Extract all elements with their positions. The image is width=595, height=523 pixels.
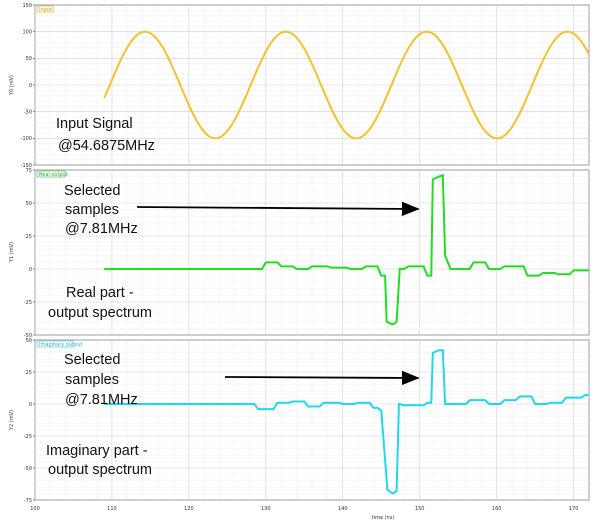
x-tick-label: 130 [261,506,271,512]
y-tick-label: 100 [22,29,32,35]
legend-tag-real [36,170,66,178]
y-tick-label: 0 [29,267,32,273]
real-annotation-part: Real part - [66,285,134,301]
imaginary-annotation-spectrum: output spectrum [48,462,152,478]
grid-real [34,169,590,336]
real-output-trace [104,173,589,326]
y-axis-label-real: Y1 (mV) [9,242,15,263]
y-ticks-real: 75 50 25 0 -25 -50 [24,168,35,339]
y-tick-label: -100 [21,136,32,142]
input-signal-panel: 150 100 50 0 -50 -100 -150 Y0 (mV) Input Input… [9,3,590,169]
y-axis-label-imaginary: Y2 (mV) [9,410,15,431]
y-axis-label-input: Y0 (mV) [9,75,15,96]
y-tick-label: 150 [22,3,32,9]
imaginary-annotation-samples: samples [65,372,119,388]
legend-tag-imaginary [36,340,74,348]
y-tick-label: -25 [24,434,32,440]
y-tick-label: 50 [26,201,32,207]
y-tick-label: 50 [26,338,32,344]
legend-tag-imaginary-text: Imaginary output [39,342,82,348]
imaginary-annotation-part: Imaginary part - [46,443,148,459]
x-tick-label: 160 [492,506,502,512]
real-annotation-selected: Selected [64,183,120,199]
legend-tag-input-text: Input [39,7,52,13]
y-tick-label: -50 [24,466,32,472]
legend-tag-real-text: Real output [39,172,68,178]
x-tick-label: 170 [569,506,579,512]
input-signal-trace [103,30,590,140]
y-tick-label: 50 [26,56,32,62]
y-tick-label: -150 [21,163,32,169]
y-ticks-imaginary: 50 25 0 -25 -50 -75 [24,338,35,504]
real-annotation-frequency: @7.81MHz [65,221,138,237]
y-tick-label: 0 [29,402,32,408]
x-tick-label: 110 [107,506,117,512]
x-axis-label: time (ns) [372,515,395,521]
y-tick-label: 25 [26,370,32,376]
y-tick-label: -50 [24,109,32,115]
input-signal-title: Input Signal [56,116,133,132]
imaginary-output-trace [104,349,589,495]
y-tick-label: -75 [24,498,32,504]
y-tick-label: 25 [26,234,32,240]
y-tick-label: 75 [26,168,32,174]
x-tick-label: 120 [184,506,194,512]
y-tick-label: 0 [29,83,32,89]
arrow-imaginary [224,370,420,386]
input-signal-frequency: @54.6875MHz [58,138,155,154]
imaginary-annotation-selected: Selected [64,352,120,368]
imaginary-annotation-frequency: @7.81MHz [65,392,138,408]
y-tick-label: -50 [24,333,32,339]
legend-tag-input [36,5,54,13]
real-output-panel: 75 50 25 0 -25 -50 Y1 (mV) Real output Select… [9,168,590,339]
y-tick-label: -25 [24,300,32,306]
x-tick-label: 100 [30,506,40,512]
arrow-real [136,201,420,217]
y-ticks-input: 150 100 50 0 -50 -100 -150 [21,3,35,169]
x-tick-label: 140 [338,506,348,512]
x-tick-label: 150 [415,506,425,512]
x-ticks: 100 110 120 130 140 150 160 170 [30,506,578,512]
real-annotation-spectrum: output spectrum [48,305,152,321]
real-annotation-samples: samples [65,202,119,218]
